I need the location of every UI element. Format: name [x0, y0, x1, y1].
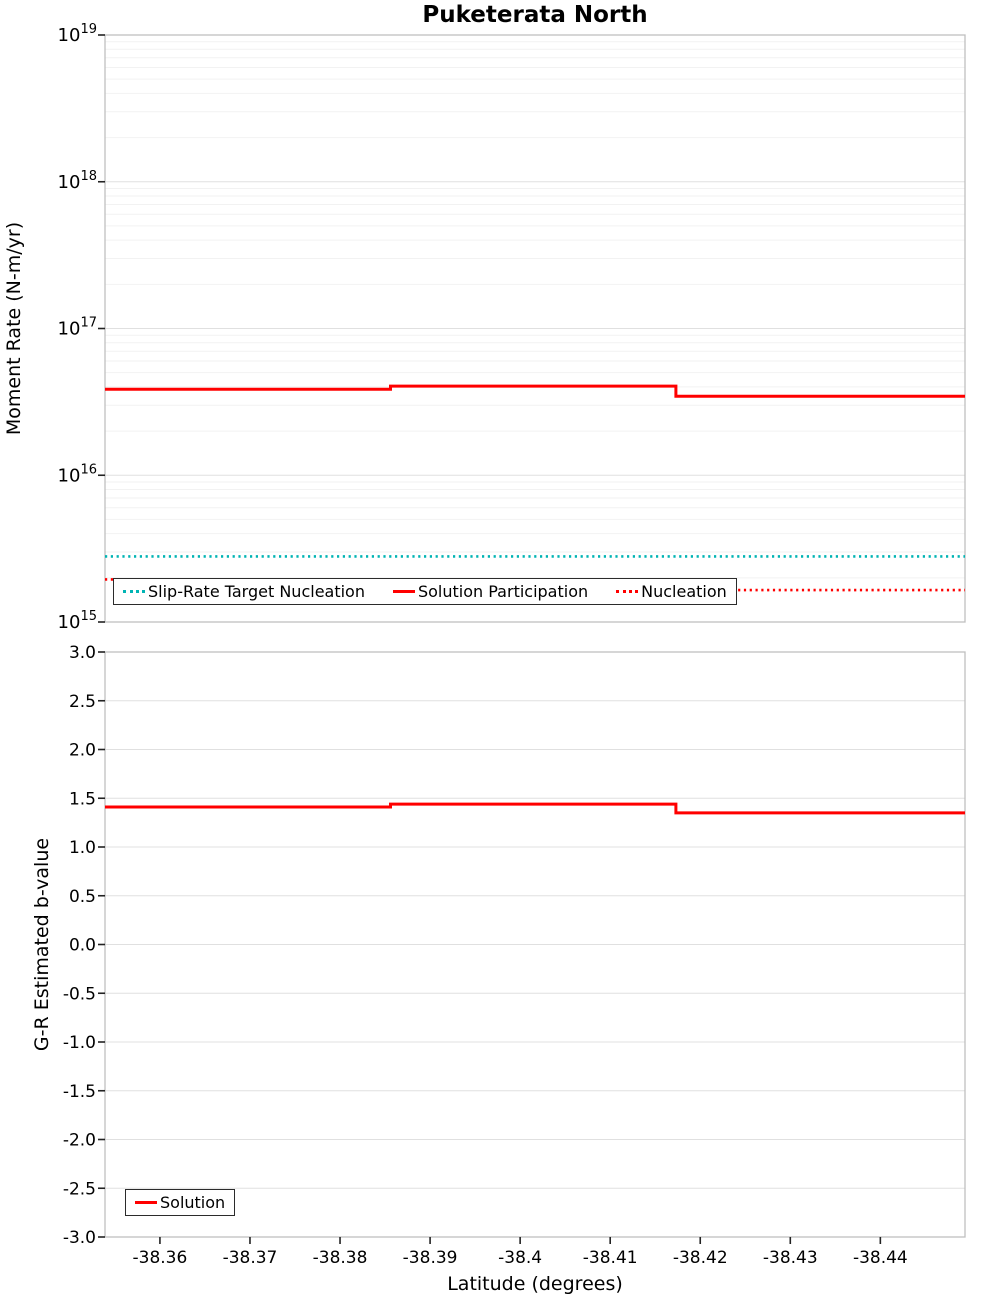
- svg-text:-38.39: -38.39: [403, 1248, 458, 1268]
- svg-text:1017: 1017: [58, 316, 97, 340]
- svg-text:3.0: 3.0: [69, 643, 96, 663]
- svg-text:0.5: 0.5: [69, 887, 96, 907]
- svg-text:-38.44: -38.44: [853, 1248, 908, 1268]
- svg-text:-38.4: -38.4: [498, 1248, 542, 1268]
- svg-text:-38.42: -38.42: [673, 1248, 728, 1268]
- legend-moment-rate: Slip-Rate Target Nucleation Solution Par…: [113, 578, 737, 605]
- svg-text:-38.43: -38.43: [763, 1248, 818, 1268]
- svg-text:2.0: 2.0: [69, 741, 96, 761]
- legend-entry-nucleation: Nucleation: [616, 582, 727, 601]
- solution-line-sample: [135, 1201, 157, 1204]
- svg-text:-0.5: -0.5: [63, 984, 96, 1004]
- svg-text:1.0: 1.0: [69, 838, 96, 858]
- svg-text:-2.5: -2.5: [63, 1179, 96, 1199]
- svg-text:-38.38: -38.38: [313, 1248, 368, 1268]
- svg-text:-38.37: -38.37: [223, 1248, 278, 1268]
- legend-b-value: Solution: [125, 1189, 236, 1216]
- svg-text:-38.36: -38.36: [133, 1248, 188, 1268]
- svg-text:-1.0: -1.0: [63, 1033, 96, 1053]
- svg-text:-3.0: -3.0: [63, 1228, 96, 1248]
- solution-participation-line-sample: [392, 590, 415, 593]
- svg-text:Moment Rate (N-m/yr): Moment Rate (N-m/yr): [3, 222, 25, 435]
- svg-text:1.5: 1.5: [69, 789, 96, 809]
- legend-label-slip-rate-target: Slip-Rate Target Nucleation: [148, 582, 365, 601]
- legend-entry-solution-participation: Solution Participation: [392, 582, 589, 601]
- legend-entry-solution: Solution: [135, 1193, 225, 1212]
- svg-text:1019: 1019: [58, 22, 97, 46]
- svg-text:0.0: 0.0: [69, 936, 96, 956]
- legend-entry-slip-rate-target: Slip-Rate Target Nucleation: [123, 582, 365, 601]
- svg-text:2.5: 2.5: [69, 692, 96, 712]
- svg-text:-2.0: -2.0: [63, 1131, 96, 1151]
- legend-label-nucleation: Nucleation: [641, 582, 727, 601]
- chart-title: Puketerata North: [422, 2, 648, 28]
- svg-text:Latitude (degrees): Latitude (degrees): [447, 1273, 623, 1295]
- svg-text:1015: 1015: [58, 609, 97, 633]
- nucleation-line-sample: [616, 590, 639, 593]
- slip-rate-target-line-sample: [123, 590, 145, 593]
- legend-label-solution: Solution: [160, 1193, 226, 1212]
- svg-text:-38.41: -38.41: [583, 1248, 638, 1268]
- svg-text:1018: 1018: [58, 169, 97, 193]
- svg-text:1016: 1016: [58, 462, 97, 486]
- legend-label-solution-participation: Solution Participation: [417, 582, 589, 601]
- svg-text:-1.5: -1.5: [63, 1082, 96, 1102]
- svg-text:G-R Estimated b-value: G-R Estimated b-value: [31, 838, 53, 1051]
